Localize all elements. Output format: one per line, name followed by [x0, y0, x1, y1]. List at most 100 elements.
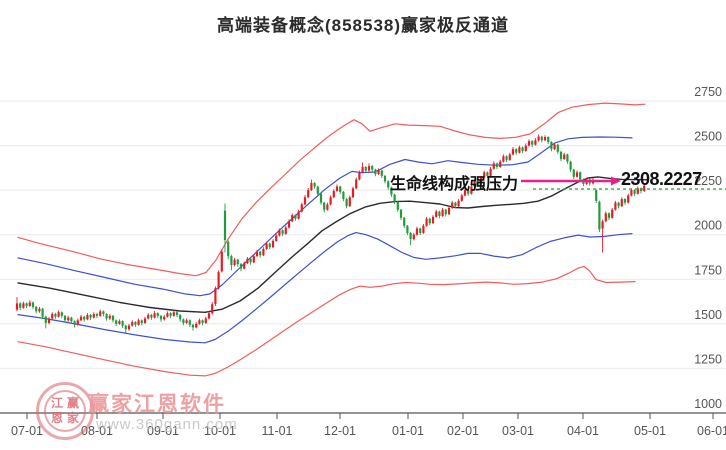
candle-body — [451, 202, 454, 208]
candle-body — [278, 230, 281, 236]
candle-body — [297, 211, 300, 219]
candle-body — [57, 312, 60, 317]
candle-body — [371, 166, 374, 170]
candle-body — [73, 321, 76, 325]
candle-body — [22, 303, 25, 308]
candle-body — [358, 172, 361, 180]
candle-body — [390, 187, 393, 195]
candle-body — [207, 313, 211, 319]
candle-body — [518, 147, 521, 153]
x-axis-label: 05-01 — [634, 424, 666, 438]
candle-body — [217, 272, 220, 289]
candle-body — [233, 259, 236, 266]
candle-body — [515, 149, 518, 153]
x-axis-label: 02-01 — [447, 424, 479, 438]
candle-body — [169, 313, 172, 316]
candle-body — [204, 318, 207, 323]
candle-body — [553, 144, 556, 150]
candle-body — [291, 215, 294, 222]
candle-body — [105, 314, 108, 319]
candle-body — [595, 190, 598, 201]
candle-body — [540, 136, 543, 141]
candle-body — [339, 186, 342, 192]
candle-body — [150, 314, 153, 318]
y-axis-label: 1250 — [694, 352, 722, 366]
candle-body — [431, 216, 435, 224]
candle-body — [51, 314, 54, 319]
candle-body — [195, 323, 198, 328]
candle-body — [275, 235, 278, 241]
candle-body — [419, 228, 422, 233]
candle-body — [118, 321, 121, 324]
candle-body — [294, 215, 297, 219]
candle-body — [521, 147, 524, 151]
candle-body — [575, 172, 579, 177]
candle-body — [374, 169, 377, 175]
candle-body — [47, 318, 51, 323]
candle-body — [383, 175, 387, 182]
candle-body — [470, 186, 473, 194]
candle-body — [601, 221, 604, 229]
candle-body — [486, 172, 489, 176]
candle-body — [505, 156, 508, 160]
inner-rail-lower — [17, 232, 633, 344]
candle-body — [89, 314, 92, 318]
candle-body — [579, 172, 582, 180]
y-axis-label: 1000 — [694, 397, 722, 411]
candle-body — [198, 320, 201, 324]
candle-body — [598, 201, 601, 230]
candle-body — [255, 251, 259, 257]
candle-body — [479, 177, 483, 185]
candle-body — [611, 209, 614, 218]
candle-body — [467, 190, 470, 194]
candle-body — [435, 211, 438, 217]
candle-body — [457, 200, 460, 207]
x-axis-label: 08-01 — [81, 424, 113, 438]
candle-body — [15, 303, 19, 310]
candle-body — [99, 311, 102, 316]
candle-body — [387, 181, 390, 188]
candle-body — [163, 316, 166, 320]
candle-body — [86, 314, 89, 320]
candle-body — [284, 227, 287, 234]
candle-body — [604, 213, 607, 222]
candle-body — [38, 308, 41, 312]
candle-body — [607, 213, 611, 218]
candle-body — [428, 218, 431, 224]
candle-body — [332, 191, 335, 198]
candle-body — [425, 218, 428, 226]
candle-body — [156, 313, 159, 316]
candle-body — [639, 188, 643, 192]
candle-body — [572, 169, 575, 177]
candle-body — [307, 190, 310, 198]
candle-body — [252, 256, 255, 263]
candle-body — [361, 166, 364, 173]
candle-body — [127, 325, 131, 330]
candle-body — [287, 221, 291, 228]
candle-body — [25, 303, 28, 307]
candle-body — [367, 166, 371, 171]
candle-body — [147, 314, 150, 319]
candle-body — [19, 303, 22, 308]
candle-body — [403, 217, 406, 226]
candle-body — [239, 264, 243, 269]
candle-body — [41, 308, 44, 317]
candle-body — [300, 204, 303, 212]
candle-body — [441, 209, 444, 216]
candle-body — [31, 302, 35, 307]
candle-body — [76, 320, 79, 325]
candle-body — [444, 209, 447, 215]
y-axis-label: 2500 — [694, 130, 722, 144]
candle-body — [265, 243, 268, 249]
candle-body — [569, 161, 572, 170]
candle-body — [115, 320, 118, 324]
outer-rail-lower — [17, 265, 636, 377]
candle-body — [175, 312, 179, 315]
candle-body — [617, 202, 620, 207]
candle-body — [364, 166, 367, 171]
candle-body — [511, 149, 515, 155]
resistance-arrow-head — [611, 176, 621, 186]
candle-body — [63, 315, 67, 321]
y-axis-label: 2000 — [694, 219, 722, 233]
candle-body — [476, 181, 479, 185]
